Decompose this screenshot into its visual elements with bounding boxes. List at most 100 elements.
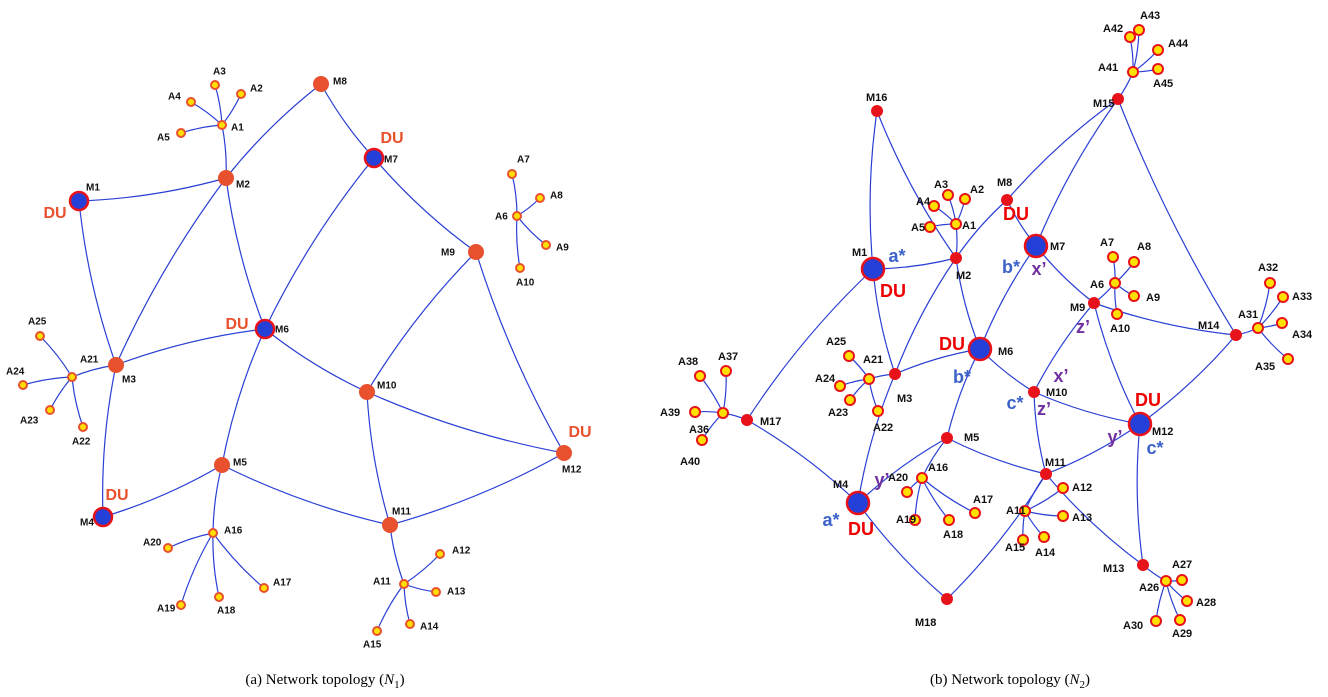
node-label: A35 bbox=[1255, 361, 1275, 373]
mesh-node bbox=[108, 357, 124, 373]
edge bbox=[921, 477, 950, 521]
node-label: A25 bbox=[826, 336, 846, 348]
edge bbox=[212, 532, 220, 598]
node-label: M13 bbox=[1103, 563, 1124, 575]
annotation: DU bbox=[1003, 204, 1029, 224]
access-node bbox=[689, 406, 701, 418]
node-label: A24 bbox=[815, 373, 836, 385]
access-node bbox=[717, 407, 729, 419]
access-node bbox=[1174, 614, 1186, 626]
edge bbox=[1093, 302, 1141, 425]
du-node bbox=[92, 506, 114, 528]
node-label: A41 bbox=[1098, 62, 1118, 74]
node-label: A26 bbox=[1139, 582, 1159, 594]
access-node bbox=[1176, 574, 1188, 586]
edge bbox=[1045, 473, 1144, 566]
edge bbox=[212, 464, 223, 534]
access-node bbox=[950, 218, 962, 230]
access-node bbox=[176, 600, 186, 610]
mesh-node bbox=[556, 445, 572, 461]
node-label: M3 bbox=[897, 393, 912, 405]
node-label: M17 bbox=[760, 416, 781, 428]
caption-prefix: (b) Network topology ( bbox=[930, 672, 1070, 688]
access-node bbox=[924, 221, 936, 233]
access-node bbox=[1152, 63, 1164, 75]
du-node bbox=[363, 147, 385, 169]
edge bbox=[1165, 580, 1181, 621]
node-label: A30 bbox=[1123, 620, 1143, 632]
edge bbox=[1257, 327, 1289, 360]
edge bbox=[876, 110, 957, 259]
annotation: z’ bbox=[1037, 399, 1051, 419]
node-label: A43 bbox=[1140, 10, 1160, 22]
edge bbox=[1139, 334, 1237, 425]
access-node bbox=[909, 514, 921, 526]
access-node bbox=[844, 394, 856, 406]
annotation: DU bbox=[939, 334, 965, 354]
mesh-node bbox=[1088, 297, 1100, 309]
edge bbox=[857, 373, 896, 504]
mesh-node bbox=[313, 76, 329, 92]
node-label: M4 bbox=[80, 518, 94, 529]
node-label: A38 bbox=[678, 356, 698, 368]
node-label: A8 bbox=[550, 191, 563, 202]
annotation: DU bbox=[225, 316, 248, 333]
access-node bbox=[431, 587, 441, 597]
node-label: A25 bbox=[28, 317, 47, 328]
edge bbox=[515, 215, 521, 269]
access-node bbox=[186, 97, 196, 107]
access-node bbox=[35, 331, 45, 341]
edge bbox=[221, 328, 266, 466]
access-node bbox=[512, 211, 522, 221]
access-node bbox=[694, 370, 706, 382]
du-node bbox=[845, 490, 871, 516]
edge bbox=[115, 328, 266, 366]
node-label: A15 bbox=[363, 640, 382, 651]
edge bbox=[78, 200, 117, 366]
node-label: A9 bbox=[556, 243, 569, 254]
access-node bbox=[696, 434, 708, 446]
node-label: A22 bbox=[873, 422, 893, 434]
edge bbox=[373, 157, 477, 253]
edge bbox=[475, 251, 565, 454]
access-node bbox=[372, 626, 382, 636]
node-label: M11 bbox=[1045, 457, 1066, 469]
node-label: A40 bbox=[680, 456, 700, 468]
access-node bbox=[1057, 510, 1069, 522]
access-node bbox=[943, 514, 955, 526]
annotation: DU bbox=[380, 130, 403, 147]
node-label: A20 bbox=[888, 472, 908, 484]
edge bbox=[389, 524, 405, 585]
node-label: A27 bbox=[1172, 559, 1192, 571]
edge bbox=[955, 199, 1008, 259]
access-node bbox=[928, 200, 940, 212]
edge bbox=[979, 245, 1037, 350]
annotation: a* bbox=[822, 510, 839, 530]
mesh-node bbox=[218, 170, 234, 186]
edge bbox=[39, 335, 73, 378]
edge bbox=[115, 177, 227, 366]
access-node bbox=[720, 365, 732, 377]
node-label: A23 bbox=[20, 416, 39, 427]
node-label: A1 bbox=[962, 220, 976, 232]
node-label: M18 bbox=[915, 617, 936, 629]
node-label: A44 bbox=[1168, 38, 1189, 50]
edge bbox=[872, 257, 957, 270]
node-label: M12 bbox=[562, 465, 582, 476]
node-label: M2 bbox=[956, 270, 971, 282]
access-node bbox=[1160, 575, 1172, 587]
access-node bbox=[236, 89, 246, 99]
access-node bbox=[399, 579, 409, 589]
node-label: A5 bbox=[157, 133, 170, 144]
edge bbox=[102, 364, 117, 518]
node-label: A16 bbox=[224, 526, 243, 537]
edge bbox=[1006, 98, 1119, 201]
access-node bbox=[515, 263, 525, 273]
access-node bbox=[1109, 277, 1121, 289]
annotation: a* bbox=[888, 246, 905, 266]
annotation: x’ bbox=[1053, 366, 1068, 386]
access-node bbox=[872, 405, 884, 417]
edge bbox=[78, 177, 227, 202]
access-node bbox=[45, 405, 55, 415]
node-label: A20 bbox=[143, 538, 162, 549]
